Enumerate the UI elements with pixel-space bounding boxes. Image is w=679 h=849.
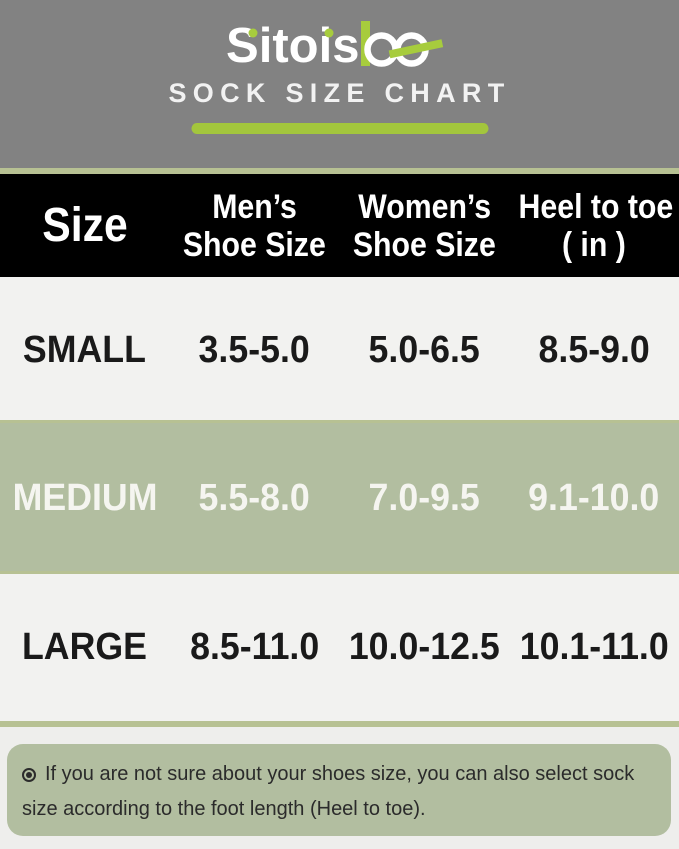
svg-text:Sitois: Sitois bbox=[226, 19, 359, 73]
